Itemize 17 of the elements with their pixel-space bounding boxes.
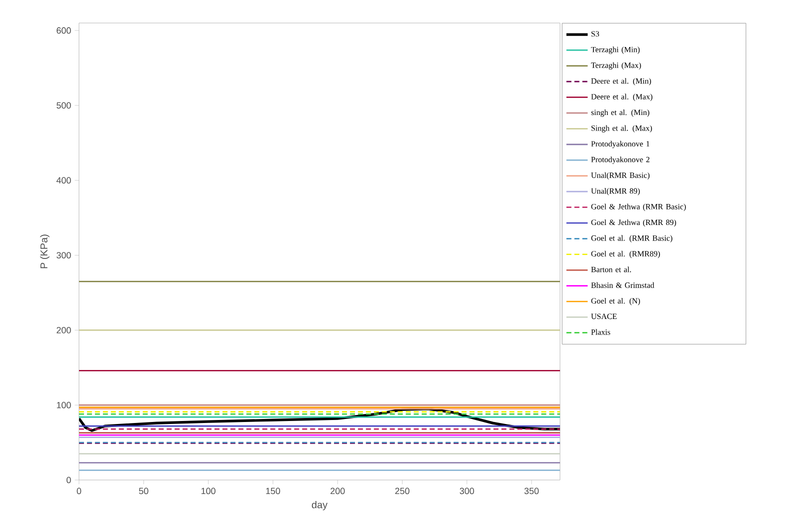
- y-tick-label: 100: [56, 402, 71, 408]
- y-tick-label: 0: [66, 476, 71, 484]
- x-tick-label: 150: [266, 488, 280, 494]
- y-tick-label: 300: [56, 252, 71, 258]
- x-tick-label: 50: [139, 488, 148, 494]
- y-axis-title: P (KPa): [40, 234, 50, 268]
- x-axis-title: day: [312, 500, 328, 510]
- x-tick-label: 350: [524, 488, 539, 494]
- y-tick-label: 400: [56, 177, 71, 184]
- y-tick-label: 200: [56, 326, 71, 334]
- x-tick-label: 0: [76, 488, 82, 494]
- x-tick-label: 200: [330, 488, 345, 494]
- y-tick-label: 600: [56, 27, 71, 34]
- x-tick-label: 250: [395, 488, 410, 494]
- x-tick-label: 100: [202, 488, 216, 494]
- y-tick-label: 500: [56, 102, 71, 109]
- x-tick-label: 300: [460, 488, 474, 494]
